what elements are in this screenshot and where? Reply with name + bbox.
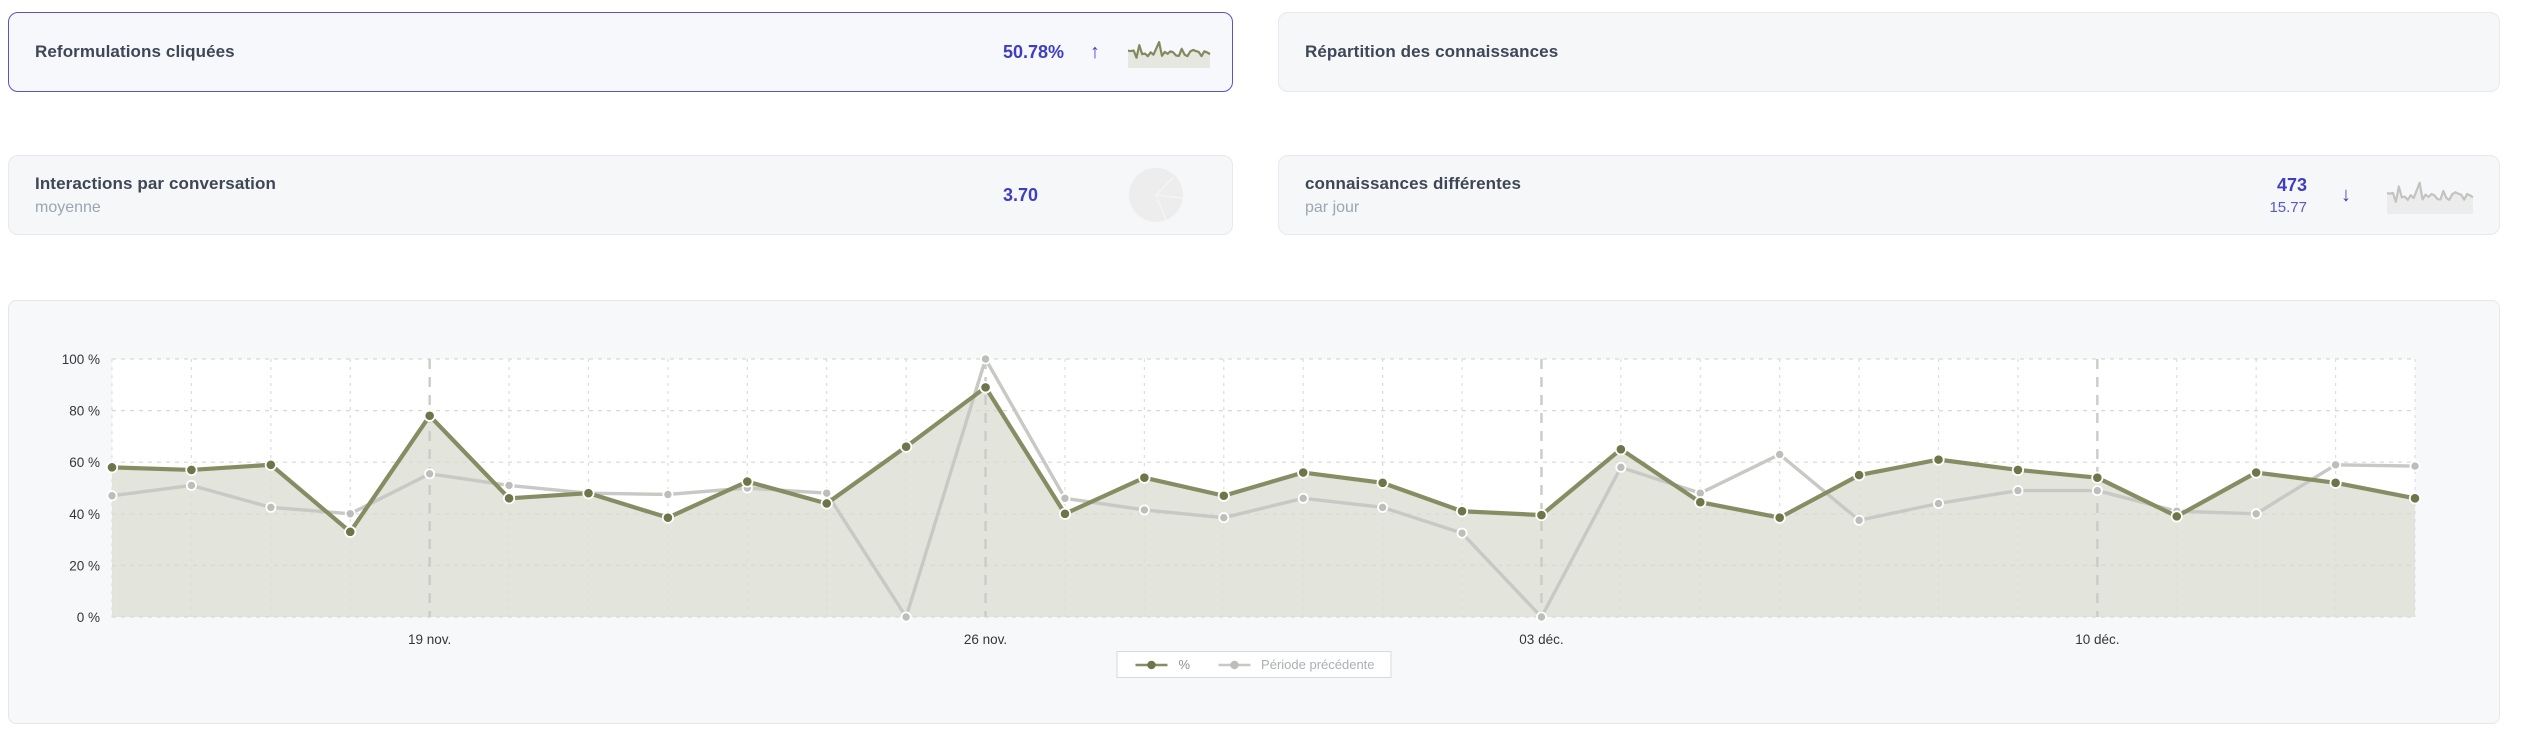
data-point[interactable]: [1456, 527, 1468, 539]
card-title: Interactions par conversation: [35, 173, 276, 193]
connaissances-secondary-value: 15.77: [2269, 198, 2307, 216]
data-point[interactable]: [265, 501, 277, 513]
pie-placeholder-icon: [1129, 168, 1184, 222]
trend-up-icon: ↑: [1090, 41, 1100, 63]
data-point[interactable]: [1694, 496, 1707, 509]
data-point[interactable]: [900, 440, 913, 453]
data-point[interactable]: [1774, 448, 1786, 460]
data-point[interactable]: [741, 475, 754, 488]
series-area-fill: [112, 387, 2415, 617]
data-point[interactable]: [1217, 489, 1230, 502]
card-subtitle: moyenne: [35, 198, 101, 216]
trend-chart[interactable]: 0 % 20 % 40 % 60 % 80 % 100 % 19 nov. 26 nov. 03…: [9, 301, 2501, 725]
data-point[interactable]: [185, 463, 198, 477]
sparkline-reformulations: [1127, 40, 1211, 68]
reformulations-value: 50.78%: [1002, 41, 1064, 62]
data-point[interactable]: [2012, 485, 2024, 497]
data-point[interactable]: [2409, 460, 2421, 472]
data-point[interactable]: [2170, 510, 2183, 523]
legend-label: %: [1178, 657, 1191, 672]
chart-legend: % Période précédente: [1116, 651, 1392, 678]
data-point[interactable]: [1773, 511, 1786, 524]
data-point[interactable]: [2091, 485, 2103, 497]
y-axis-tick-label: 100 %: [62, 352, 100, 367]
card-interactions-par-conversation[interactable]: Interactions par conversation moyenne 3.…: [8, 155, 1233, 235]
data-point[interactable]: [1059, 492, 1071, 504]
data-point[interactable]: [662, 488, 674, 500]
connaissances-value: 473: [2276, 174, 2307, 195]
data-point[interactable]: [1138, 471, 1151, 484]
data-point[interactable]: [1535, 611, 1547, 623]
data-point[interactable]: [1297, 492, 1309, 504]
data-point[interactable]: [106, 490, 118, 502]
legend-item-periode-precedente[interactable]: Période précédente: [1216, 657, 1375, 672]
x-axis-tick-label: 19 nov.: [408, 632, 451, 647]
sparkline-connaissances: [2386, 181, 2474, 214]
data-point[interactable]: [820, 497, 833, 510]
data-point[interactable]: [1297, 466, 1310, 479]
x-axis-tick-label: 26 nov.: [964, 632, 1007, 647]
x-axis-tick-label: 03 déc.: [1519, 632, 1563, 647]
data-point[interactable]: [503, 479, 515, 491]
data-point[interactable]: [2091, 471, 2104, 484]
y-axis-tick-label: 60 %: [69, 455, 100, 470]
data-point[interactable]: [344, 525, 357, 538]
data-point[interactable]: [1615, 461, 1627, 473]
trend-down-icon: ↓: [2341, 184, 2351, 206]
data-point[interactable]: [1535, 508, 1548, 522]
y-axis-tick-label: 80 %: [69, 404, 100, 419]
legend-marker-periode-precedente: [1218, 660, 1251, 669]
data-point[interactable]: [1853, 469, 1866, 482]
data-point[interactable]: [980, 353, 992, 365]
data-point[interactable]: [1376, 476, 1389, 489]
data-point[interactable]: [423, 409, 436, 422]
data-point[interactable]: [2408, 492, 2422, 505]
legend-item-percent[interactable]: %: [1133, 657, 1190, 672]
data-point[interactable]: [1853, 514, 1865, 526]
card-title: Reformulations cliquées: [35, 42, 235, 61]
legend-label: Période précédente: [1261, 657, 1375, 672]
data-point[interactable]: [344, 508, 356, 520]
data-point[interactable]: [185, 479, 197, 491]
card-reformulations-cliquees[interactable]: Reformulations cliquées 50.78% ↑: [8, 12, 1233, 92]
data-point[interactable]: [2011, 463, 2025, 477]
data-point[interactable]: [1932, 453, 1945, 466]
data-point[interactable]: [1218, 512, 1230, 524]
card-repartition-connaissances[interactable]: Répartition des connaissances: [1278, 12, 2500, 92]
data-point[interactable]: [1455, 505, 1469, 518]
data-point[interactable]: [661, 511, 674, 524]
data-point[interactable]: [105, 461, 119, 474]
data-point[interactable]: [264, 458, 277, 471]
data-point[interactable]: [2250, 466, 2263, 479]
series-line: [109, 385, 2418, 534]
card-subtitle: par jour: [1305, 198, 1360, 216]
card-title: connaissances différentes: [1305, 173, 1522, 193]
y-axis-tick-label: 0 %: [77, 610, 100, 625]
data-point[interactable]: [582, 487, 595, 500]
legend-marker-percent: [1135, 660, 1168, 669]
data-point[interactable]: [900, 611, 912, 623]
data-point[interactable]: [821, 487, 833, 499]
data-point[interactable]: [1933, 497, 1945, 509]
x-axis-tick-label: 10 déc.: [2075, 632, 2119, 647]
data-point[interactable]: [1614, 443, 1627, 456]
data-point[interactable]: [1138, 504, 1150, 516]
interactions-value: 3.70: [1002, 184, 1038, 205]
data-point[interactable]: [2330, 459, 2342, 471]
y-axis-tick-label: 20 %: [69, 558, 100, 573]
data-point[interactable]: [502, 492, 516, 505]
card-title: Répartition des connaissances: [1305, 42, 1559, 61]
data-point[interactable]: [979, 381, 992, 394]
data-point[interactable]: [424, 468, 436, 480]
data-point[interactable]: [1377, 501, 1389, 513]
data-point[interactable]: [2329, 476, 2342, 489]
data-point[interactable]: [2250, 508, 2262, 520]
y-axis-tick-label: 40 %: [69, 507, 100, 522]
card-connaissances-differentes[interactable]: connaissances différentes par jour 473 1…: [1278, 155, 2500, 235]
trend-chart-card: 0 % 20 % 40 % 60 % 80 % 100 % 19 nov. 26 nov. 03…: [8, 300, 2500, 724]
data-point[interactable]: [1058, 507, 1072, 520]
